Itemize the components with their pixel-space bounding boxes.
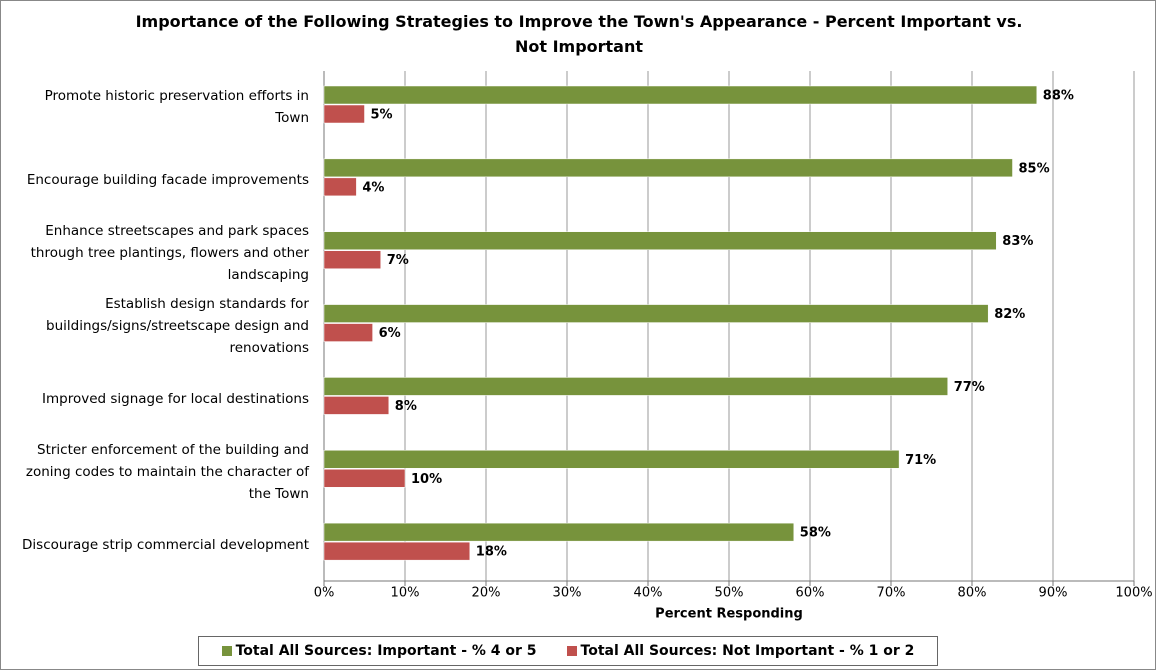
x-tick-label: 30% bbox=[553, 586, 582, 601]
bar bbox=[323, 323, 373, 342]
x-tick-label: 100% bbox=[1115, 586, 1152, 601]
data-label: 82% bbox=[994, 307, 1025, 322]
category-label: Enhance streetscapes and park spaces thr… bbox=[30, 223, 309, 284]
data-label: 85% bbox=[1019, 161, 1050, 176]
category-label: Improved signage for local destinations bbox=[42, 390, 309, 407]
x-tick-label: 10% bbox=[391, 586, 420, 601]
data-label: 5% bbox=[371, 108, 393, 123]
x-tick-label: 50% bbox=[715, 586, 744, 601]
data-label: 88% bbox=[1043, 89, 1074, 104]
bar bbox=[323, 304, 989, 323]
data-label: 10% bbox=[411, 472, 442, 487]
legend-item: Total All Sources: Important - % 4 or 5 bbox=[221, 643, 537, 659]
legend-label: Total All Sources: Important - % 4 or 5 bbox=[235, 643, 537, 659]
category-label: Encourage building facade improvements bbox=[26, 172, 309, 189]
bar bbox=[323, 469, 406, 488]
bar bbox=[323, 541, 471, 561]
x-tick-label: 70% bbox=[877, 586, 906, 601]
data-label: 77% bbox=[954, 380, 985, 395]
bar bbox=[323, 158, 1013, 178]
legend-label: Total All Sources: Not Important - % 1 o… bbox=[580, 643, 915, 659]
chart-title-box: Importance of the Following Strategies t… bbox=[1, 9, 1156, 59]
bar bbox=[323, 450, 900, 469]
data-label: 18% bbox=[476, 545, 507, 560]
bar bbox=[323, 522, 795, 542]
legend: Total All Sources: Important - % 4 or 5 T… bbox=[198, 636, 938, 666]
x-tick-label: 60% bbox=[796, 586, 825, 601]
category-label: Establish design standards for buildings… bbox=[46, 296, 309, 356]
bar bbox=[323, 85, 1038, 105]
data-label: 8% bbox=[395, 399, 417, 414]
data-label: 4% bbox=[362, 180, 384, 195]
chart-title: Importance of the Following Strategies t… bbox=[135, 12, 1023, 56]
data-label: 58% bbox=[800, 526, 831, 541]
x-tick-label: 80% bbox=[958, 586, 987, 601]
data-label: 71% bbox=[905, 453, 936, 468]
x-axis-title: Percent Responding bbox=[655, 607, 803, 622]
data-label: 83% bbox=[1002, 234, 1033, 249]
data-label: 6% bbox=[379, 326, 401, 341]
legend-swatch bbox=[221, 646, 232, 656]
bar bbox=[323, 104, 365, 124]
bar bbox=[323, 396, 390, 415]
x-tick-label: 0% bbox=[314, 586, 335, 601]
bar bbox=[323, 177, 357, 197]
data-label: 7% bbox=[387, 253, 409, 268]
legend-swatch bbox=[566, 646, 577, 656]
bar bbox=[323, 231, 997, 250]
legend-item: Total All Sources: Not Important - % 1 o… bbox=[566, 643, 915, 659]
x-tick-label: 20% bbox=[472, 586, 501, 601]
category-label: Discourage strip commercial development bbox=[22, 536, 309, 553]
x-tick-label: 40% bbox=[634, 586, 663, 601]
x-tick-label: 90% bbox=[1039, 586, 1068, 601]
bar bbox=[323, 250, 381, 269]
category-label: Stricter enforcement of the building and… bbox=[25, 441, 309, 502]
category-label: Promote historic preservation efforts in… bbox=[44, 88, 309, 127]
bar bbox=[323, 377, 948, 396]
